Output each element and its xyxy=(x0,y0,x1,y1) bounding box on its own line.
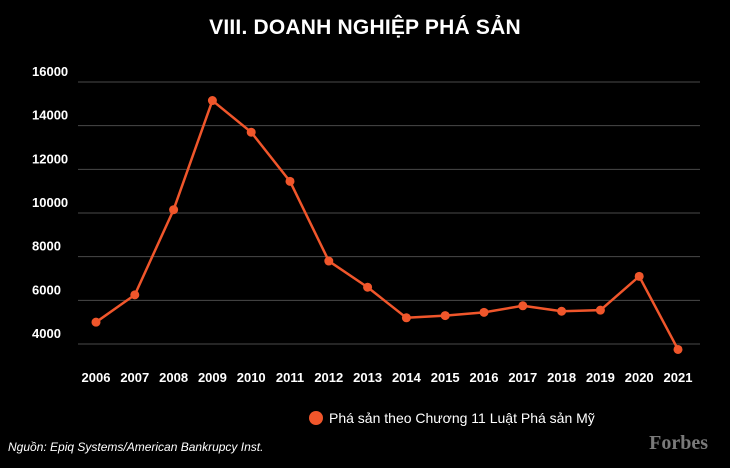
data-point xyxy=(634,271,644,281)
chart-title: VIII. DOANH NGHIỆP PHÁ SẢN xyxy=(209,16,521,39)
data-point xyxy=(673,344,683,354)
source-note: Nguồn: Epiq Systems/American Bankrupcy I… xyxy=(8,440,264,454)
x-tick-label: 2017 xyxy=(508,370,537,385)
y-tick-label: 14000 xyxy=(32,108,68,123)
x-tick-label: 2019 xyxy=(586,370,615,385)
x-tick-label: 2021 xyxy=(664,370,693,385)
x-tick-label: 2012 xyxy=(314,370,343,385)
data-point xyxy=(91,317,101,327)
data-point xyxy=(479,307,489,317)
y-tick-label: 12000 xyxy=(32,151,68,166)
legend-label: Phá sản theo Chương 11 Luật Phá sản Mỹ xyxy=(329,410,595,426)
series-line xyxy=(95,99,680,351)
x-tick-label: 2006 xyxy=(82,370,111,385)
x-tick-label: 2010 xyxy=(237,370,266,385)
x-tick-label: 2009 xyxy=(198,370,227,385)
forbes-watermark: Forbes xyxy=(649,432,708,454)
x-tick-label: 2013 xyxy=(353,370,382,385)
legend-marker xyxy=(309,411,323,425)
y-tick-label: 6000 xyxy=(32,282,61,297)
data-point xyxy=(130,290,140,300)
data-point xyxy=(207,96,217,106)
data-point xyxy=(324,256,334,266)
x-tick-label: 2016 xyxy=(470,370,499,385)
data-point xyxy=(557,306,567,316)
y-tick-label: 8000 xyxy=(32,239,61,254)
x-tick-label: 2007 xyxy=(120,370,149,385)
y-tick-label: 16000 xyxy=(32,64,68,79)
x-tick-label: 2020 xyxy=(625,370,654,385)
x-tick-label: 2008 xyxy=(159,370,188,385)
x-tick-label: 2011 xyxy=(276,370,304,385)
x-tick-label: 2014 xyxy=(392,370,422,385)
data-point xyxy=(363,282,373,292)
data-point xyxy=(285,176,295,186)
data-point xyxy=(440,311,450,321)
y-tick-label: 4000 xyxy=(32,326,61,341)
data-point xyxy=(169,205,179,215)
x-tick-label: 2015 xyxy=(431,370,460,385)
data-point xyxy=(246,127,256,137)
y-tick-label: 10000 xyxy=(32,195,68,210)
data-point xyxy=(401,313,411,323)
x-tick-label: 2018 xyxy=(547,370,576,385)
data-point xyxy=(595,305,605,315)
data-point xyxy=(518,301,528,311)
